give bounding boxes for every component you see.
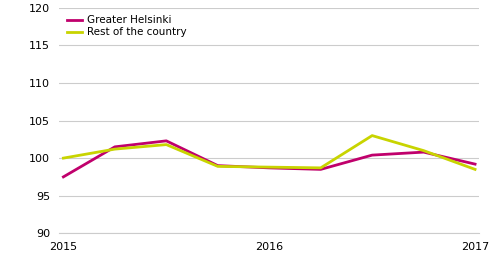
Rest of the country — [60, 157, 66, 160]
Rest of the country — [266, 166, 272, 169]
Greater Helsinki — [215, 164, 221, 167]
Rest of the country — [472, 168, 478, 171]
Greater Helsinki — [472, 162, 478, 166]
Greater Helsinki — [318, 168, 324, 171]
Rest of the country — [112, 148, 118, 151]
Rest of the country — [164, 143, 169, 146]
Rest of the country — [318, 166, 324, 170]
Greater Helsinki — [421, 151, 427, 154]
Greater Helsinki — [112, 145, 118, 148]
Rest of the country — [215, 165, 221, 168]
Greater Helsinki — [164, 139, 169, 143]
Greater Helsinki — [60, 175, 66, 179]
Line: Greater Helsinki: Greater Helsinki — [63, 141, 475, 177]
Legend: Greater Helsinki, Rest of the country: Greater Helsinki, Rest of the country — [65, 13, 189, 39]
Rest of the country — [421, 149, 427, 152]
Rest of the country — [369, 134, 375, 137]
Greater Helsinki — [369, 153, 375, 157]
Line: Rest of the country: Rest of the country — [63, 136, 475, 169]
Greater Helsinki — [266, 166, 272, 170]
